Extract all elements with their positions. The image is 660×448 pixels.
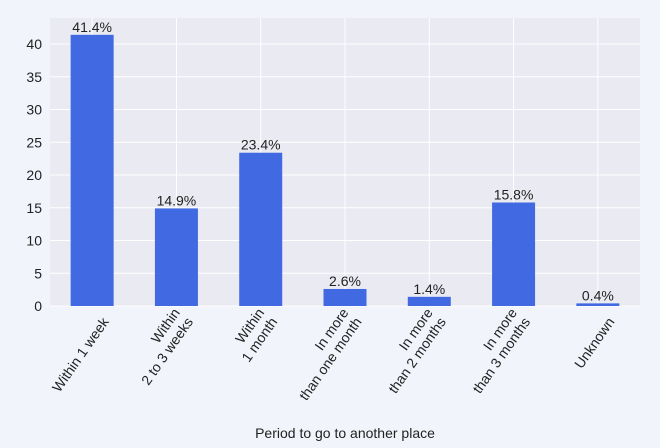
bar-value-label: 15.8%	[494, 187, 534, 203]
x-tick-label: Within2 to 3 weeks	[125, 305, 196, 388]
bar-value-label: 2.6%	[329, 273, 361, 289]
bar-value-label: 0.4%	[582, 287, 614, 303]
x-tick-labels: Within 1 week Within2 to 3 weeks Within1 m…	[49, 305, 618, 403]
bar	[154, 208, 198, 306]
y-tick-label: 40	[26, 36, 42, 52]
bar-value-label: 23.4%	[241, 137, 281, 153]
x-tick-label: In morethan 2 months	[372, 305, 449, 396]
data-labels: 41.4% 14.9% 23.4% 2.6% 1.4% 15.8% 0.4%	[72, 19, 614, 304]
x-tick-label: In morethan one month	[283, 305, 365, 403]
bar	[239, 152, 283, 306]
bar	[323, 288, 367, 306]
bar	[492, 202, 536, 306]
bar	[70, 34, 114, 306]
y-tick-label: 10	[26, 233, 42, 249]
bars	[70, 34, 620, 306]
y-tick-label: 15	[26, 200, 42, 216]
y-tick-label: 0	[34, 298, 42, 314]
bar-value-label: 14.9%	[157, 192, 197, 208]
y-tick-label: 25	[26, 134, 42, 150]
x-tick-label: In morethan 3 months	[456, 305, 533, 396]
bar-value-label: 41.4%	[72, 19, 112, 35]
x-tick-label: Within 1 week	[49, 313, 113, 394]
y-tick-label: 35	[26, 69, 42, 85]
y-tick-labels: 0 5 10 15 20 25 30 35 40	[26, 36, 42, 314]
y-tick-label: 20	[26, 167, 42, 183]
y-tick-label: 30	[26, 102, 42, 118]
x-axis-title: Period to go to another place	[255, 425, 435, 441]
y-tick-label: 5	[34, 265, 42, 281]
x-tick-label: Within1 month	[225, 305, 280, 365]
bar	[407, 296, 451, 306]
x-tick-label: Unknown	[571, 314, 618, 371]
bar-value-label: 1.4%	[413, 281, 445, 297]
bar	[576, 303, 620, 306]
